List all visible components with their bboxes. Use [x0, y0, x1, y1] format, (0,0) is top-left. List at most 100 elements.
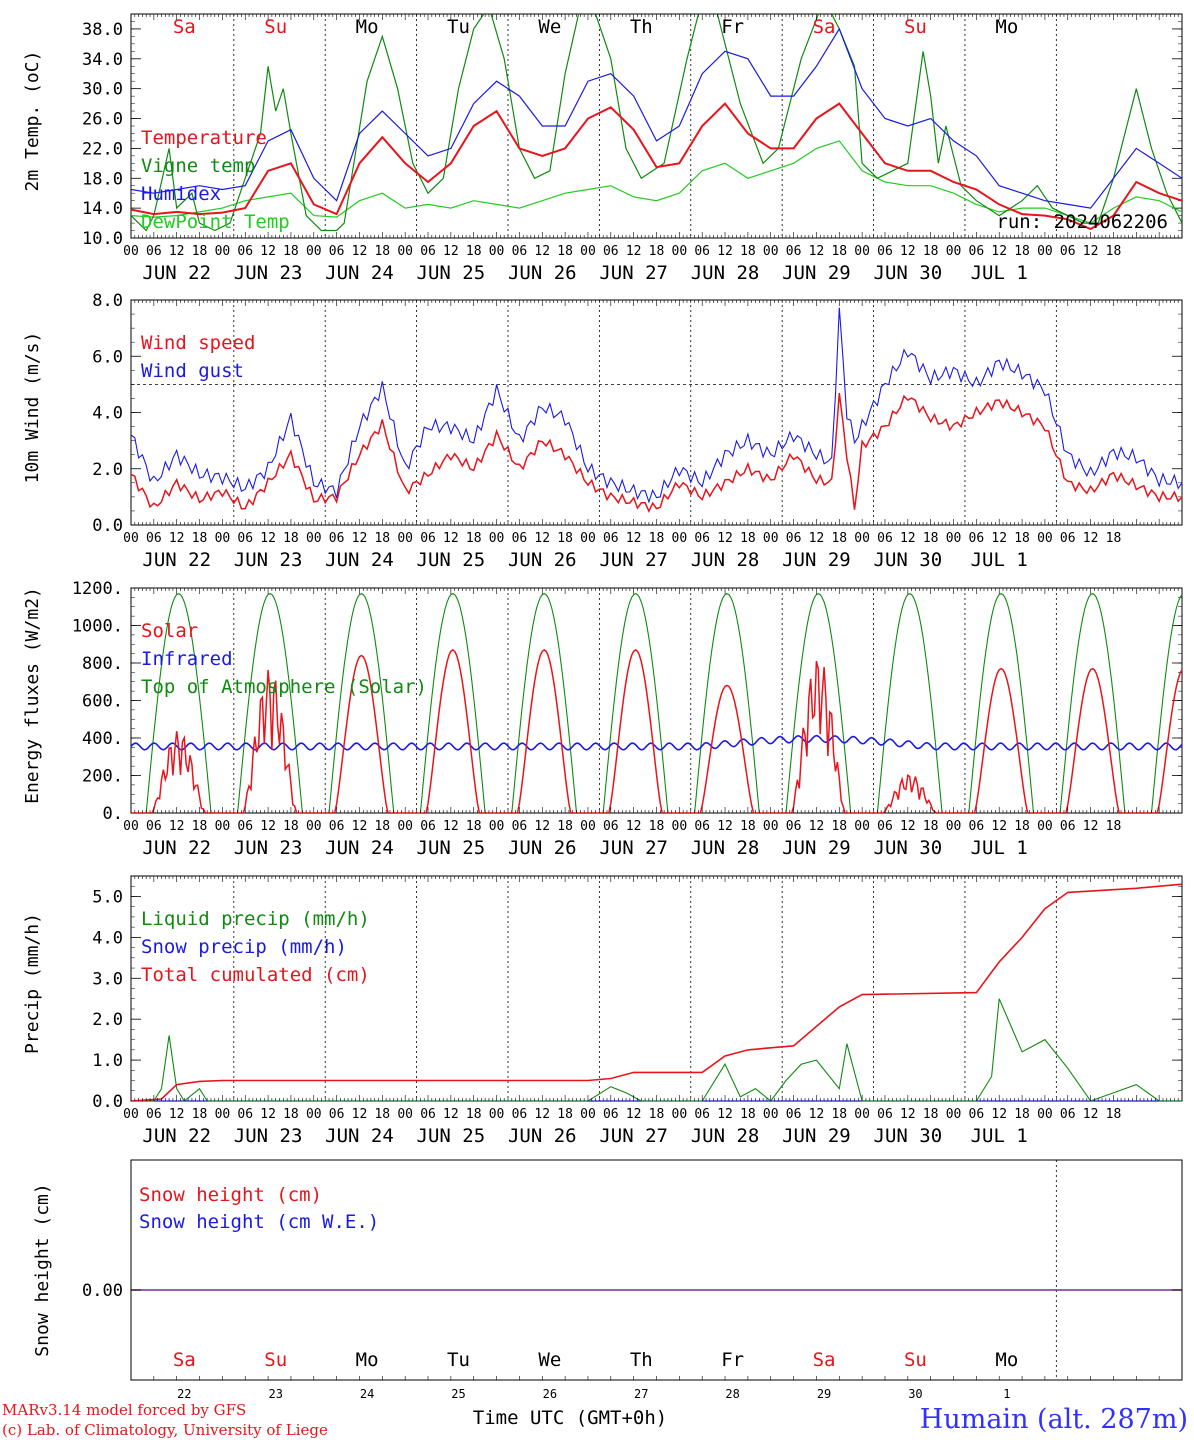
hour-tick-label: 06	[146, 1107, 162, 1122]
hour-tick-label: 12	[534, 244, 550, 259]
y-tick-label: 34.0	[82, 50, 123, 70]
day-number-label: 28	[725, 1387, 739, 1401]
weekday-label: Su	[264, 16, 287, 38]
hour-tick-label: 12	[1083, 531, 1099, 546]
hour-tick-label: 18	[557, 1107, 573, 1122]
hour-tick-label: 06	[877, 1107, 893, 1122]
date-tick-label: JUN 25	[417, 837, 486, 859]
weekday-label: Mo	[356, 16, 379, 38]
hour-tick-label: 18	[740, 244, 756, 259]
day-number-label: 27	[634, 1387, 648, 1401]
hour-tick-label: 00	[580, 244, 596, 259]
legend-entry: Liquid precip (mm/h)	[141, 908, 370, 930]
hour-tick-label: 18	[374, 819, 390, 834]
weekday-label: Tu	[447, 1349, 470, 1371]
hour-tick-label: 18	[831, 531, 847, 546]
hour-tick-label: 00	[1037, 1107, 1053, 1122]
day-number-label: 24	[360, 1387, 374, 1401]
hour-tick-label: 00	[1037, 819, 1053, 834]
legend-entry: DewPoint Temp	[141, 211, 290, 233]
hour-tick-label: 18	[192, 819, 208, 834]
hour-tick-label: 18	[649, 1107, 665, 1122]
hour-tick-label: 06	[877, 531, 893, 546]
hour-tick-label: 12	[352, 244, 368, 259]
hour-tick-label: 12	[534, 531, 550, 546]
y-tick-label: 6.0	[92, 347, 123, 367]
hour-tick-label: 06	[420, 819, 436, 834]
hour-tick-label: 00	[306, 531, 322, 546]
date-tick-label: JUN 23	[234, 1125, 303, 1147]
hour-tick-label: 18	[374, 1107, 390, 1122]
hour-tick-label: 12	[1083, 819, 1099, 834]
y-tick-label: 18.0	[82, 169, 123, 189]
hour-tick-label: 18	[283, 531, 299, 546]
hour-tick-label: 00	[215, 819, 231, 834]
series-group	[131, 14, 1182, 232]
hour-tick-label: 06	[603, 819, 619, 834]
run-label: run: 2024062206	[996, 211, 1168, 233]
hour-tick-label: 06	[1060, 819, 1076, 834]
weekday-label: Sa	[173, 16, 196, 38]
hour-tick-label: 18	[466, 1107, 482, 1122]
y-tick-label: 0.00	[82, 1281, 123, 1301]
y-tick-label: 1000.	[72, 617, 123, 637]
hour-tick-label: 00	[672, 1107, 688, 1122]
y-axis-label: 2m Temp. (oC)	[22, 51, 43, 192]
hour-tick-label: 00	[1037, 531, 1053, 546]
date-tick-label: JUN 24	[325, 837, 394, 859]
date-tick-label: JUN 26	[508, 549, 577, 571]
legend-entry: Snow height (cm W.E.)	[139, 1211, 379, 1233]
weekday-label: Sa	[813, 16, 836, 38]
hour-tick-label: 12	[260, 531, 276, 546]
date-tick-label: JUN 22	[142, 1125, 211, 1147]
panel-1: 10.0 14.0 18.0 22.0 26.0 30.0 34.0 38.0 2m Temp.…	[22, 13, 1183, 284]
y-tick-label: 38.0	[82, 20, 123, 40]
hour-tick-label: 12	[900, 1107, 916, 1122]
legend-entry: Wind gust	[141, 360, 244, 382]
hour-tick-label: 12	[1083, 1107, 1099, 1122]
date-tick-label: JUN 29	[782, 549, 851, 571]
hour-tick-label: 12	[809, 1107, 825, 1122]
date-tick-label: JUN 28	[691, 262, 760, 284]
date-tick-label: JUN 28	[691, 549, 760, 571]
hour-tick-label: 18	[466, 244, 482, 259]
hour-tick-label: 00	[397, 244, 413, 259]
weekday-label: Mo	[995, 16, 1018, 38]
hour-tick-label: 12	[626, 819, 642, 834]
hour-tick-label: 18	[192, 1107, 208, 1122]
date-tick-label: JUL 1	[971, 1125, 1028, 1147]
date-tick-label: JUN 26	[508, 837, 577, 859]
hour-tick-label: 18	[557, 819, 573, 834]
hour-tick-label: 12	[900, 244, 916, 259]
hour-tick-label: 00	[946, 819, 962, 834]
hour-tick-label: 00	[397, 531, 413, 546]
hour-tick-label: 06	[329, 244, 345, 259]
hour-tick-label: 18	[192, 531, 208, 546]
hour-tick-label: 00	[854, 1107, 870, 1122]
hour-tick-label: 18	[831, 819, 847, 834]
y-tick-label: 4.0	[92, 404, 123, 424]
date-tick-label: JUN 29	[782, 837, 851, 859]
hour-tick-label: 12	[1083, 244, 1099, 259]
legend-entry: Humidex	[141, 183, 221, 205]
hour-tick-label: 12	[991, 244, 1007, 259]
hour-tick-label: 06	[329, 1107, 345, 1122]
date-tick-label: JUN 23	[234, 262, 303, 284]
hour-tick-label: 06	[786, 1107, 802, 1122]
hour-tick-label: 12	[260, 244, 276, 259]
series-line-liquid-precip	[131, 998, 1182, 1102]
hour-tick-label: 06	[694, 244, 710, 259]
y-axis-label: Energy fluxes (W/m2)	[22, 587, 43, 804]
hour-tick-label: 18	[466, 531, 482, 546]
hour-tick-label: 06	[969, 531, 985, 546]
hour-tick-label: 06	[786, 819, 802, 834]
hour-tick-label: 06	[1060, 244, 1076, 259]
hour-tick-label: 00	[672, 819, 688, 834]
y-tick-label: 14.0	[82, 199, 123, 219]
hour-tick-label: 12	[443, 1107, 459, 1122]
hour-tick-label: 06	[786, 244, 802, 259]
hour-tick-label: 06	[237, 244, 253, 259]
hour-tick-label: 06	[237, 1107, 253, 1122]
hour-tick-label: 06	[694, 531, 710, 546]
hour-tick-label: 06	[603, 244, 619, 259]
